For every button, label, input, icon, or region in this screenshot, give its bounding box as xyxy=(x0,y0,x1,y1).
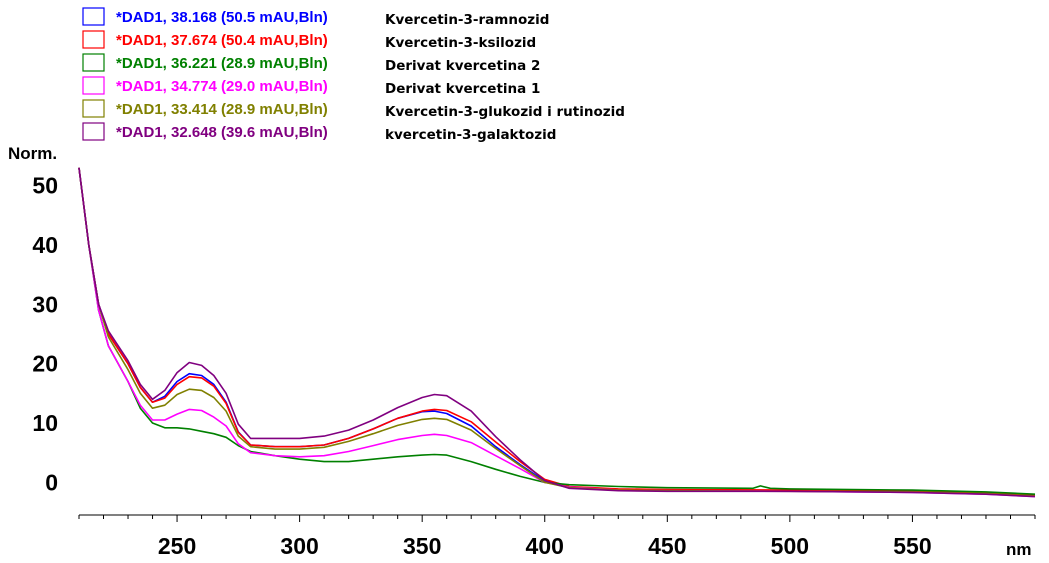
legend-compound-label: Kvercetin-3-ramnozid xyxy=(385,12,549,28)
legend-compound-label: Kvercetin-3-glukozid i rutinozid xyxy=(385,104,625,120)
legend-swatch xyxy=(82,7,105,26)
legend-compound-label: Derivat kvercetina 2 xyxy=(385,58,540,74)
x-tick-label: 500 xyxy=(771,533,809,559)
legend-entry-label: *DAD1, 36.221 (28.9 mAU,Bln) xyxy=(116,55,328,72)
legend-compound-label: Kvercetin-3-ksilozid xyxy=(385,35,536,51)
series-line-6 xyxy=(78,167,1036,498)
series-line-1 xyxy=(78,167,1036,497)
legend-swatch xyxy=(82,122,105,141)
legend-compound-label: kvercetin-3-galaktozid xyxy=(385,127,556,143)
legend: *DAD1, 38.168 (50.5 mAU,Bln) Kvercetin-3-… xyxy=(82,7,625,143)
legend-swatch xyxy=(82,99,105,118)
x-tick-label: 550 xyxy=(893,533,931,559)
legend-entry-label: *DAD1, 38.168 (50.5 mAU,Bln) xyxy=(116,9,328,26)
axes: 250 300 350 400 450 500 550 0 10 20 30 40 50 xyxy=(32,173,1036,559)
x-tick-label: 450 xyxy=(648,533,686,559)
series-line-5 xyxy=(78,167,1036,497)
x-tick-label: 250 xyxy=(158,533,196,559)
x-tick-label: 400 xyxy=(526,533,564,559)
legend-swatch xyxy=(82,30,105,49)
y-tick-label: 40 xyxy=(32,232,58,258)
legend-swatch xyxy=(82,53,105,72)
y-tick-label: 0 xyxy=(45,469,58,495)
x-tick-label: 300 xyxy=(280,533,318,559)
legend-entry-label: *DAD1, 37.674 (50.4 mAU,Bln) xyxy=(116,32,328,49)
x-tick-label: 350 xyxy=(403,533,441,559)
y-tick-label: 10 xyxy=(32,410,58,436)
y-tick-label: 30 xyxy=(32,291,58,317)
y-tick-label: 20 xyxy=(32,351,58,377)
series-line-4 xyxy=(78,167,1036,498)
series-line-2 xyxy=(78,167,1036,497)
legend-compound-label: Derivat kvercetina 1 xyxy=(385,81,540,97)
legend-swatch xyxy=(82,76,105,95)
y-axis-label: Norm. xyxy=(8,144,57,163)
y-tick-label: 50 xyxy=(32,173,58,199)
x-axis-label: nm xyxy=(1006,540,1032,559)
plot-area xyxy=(78,167,1036,498)
legend-entry-label: *DAD1, 32.648 (39.6 mAU,Bln) xyxy=(116,124,328,141)
series-line-3 xyxy=(78,167,1036,495)
legend-entry-label: *DAD1, 34.774 (29.0 mAU,Bln) xyxy=(116,78,328,95)
legend-entry-label: *DAD1, 33.414 (28.9 mAU,Bln) xyxy=(116,101,328,118)
